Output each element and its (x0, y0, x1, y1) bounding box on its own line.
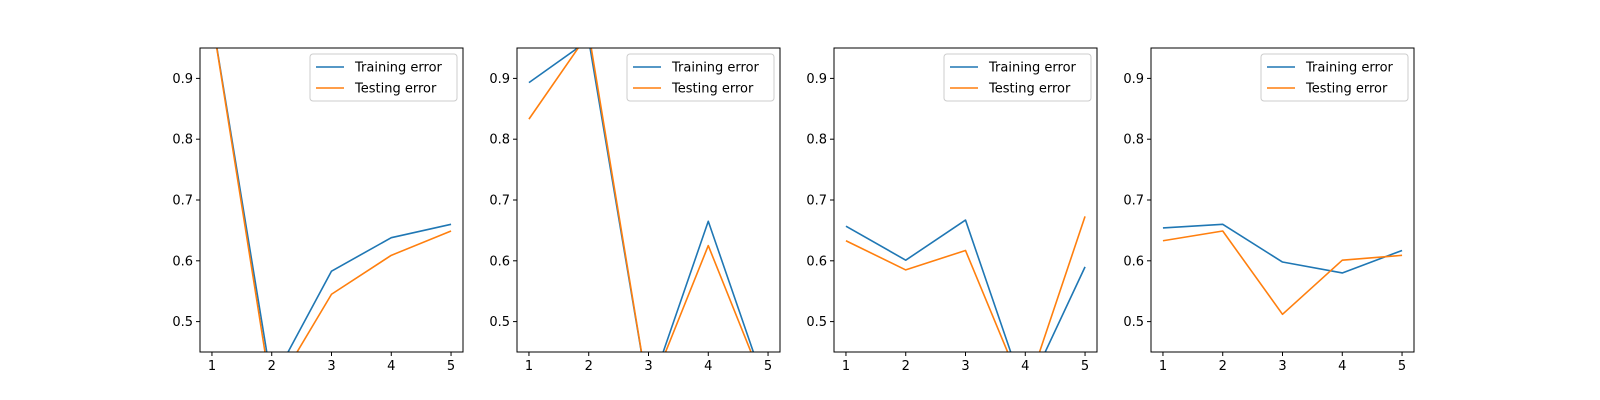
y-tick-label: 0.7 (489, 194, 510, 209)
y-tick-label: 0.8 (172, 133, 193, 148)
series-group (215, 48, 452, 352)
y-tick-label: 0.9 (172, 72, 193, 87)
y-tick-label: 0.9 (1123, 72, 1144, 87)
y-tick-label: 0.6 (806, 254, 827, 269)
x-tick-label: 2 (585, 359, 593, 374)
series-group (528, 48, 755, 352)
subplot-2: 1 2 3 4 5 0.5 0.6 0.7 0.8 0.9 Training error Testin… (489, 47, 781, 374)
legend: Training error Testing error (943, 53, 1092, 102)
x-tick-label: 2 (902, 359, 910, 374)
y-tick-label: 0.7 (1123, 194, 1144, 209)
legend-box (1260, 53, 1409, 102)
legend-box (309, 53, 458, 102)
y-tick-label: 0.6 (1123, 254, 1144, 269)
legend-label-training-error: Training error (1305, 61, 1394, 76)
x-tick-label: 1 (1159, 359, 1167, 374)
x-tick-label: 4 (704, 359, 712, 374)
y-tick-label: 0.9 (806, 72, 827, 87)
series-line-training-error (845, 219, 1086, 352)
x-tick-label: 5 (764, 359, 772, 374)
x-tick-label: 4 (1338, 359, 1346, 374)
legend: Training error Testing error (626, 53, 775, 102)
x-tick-label: 4 (1021, 359, 1029, 374)
series-group (845, 216, 1086, 352)
y-tick-label: 0.5 (806, 315, 827, 330)
y-tick-label: 0.8 (806, 133, 827, 148)
legend-label-testing-error: Testing error (988, 82, 1071, 97)
y-tick-label: 0.8 (489, 133, 510, 148)
series-line-testing-error (528, 48, 752, 352)
x-tick-label: 5 (1081, 359, 1089, 374)
legend-label-testing-error: Testing error (1305, 82, 1388, 97)
x-tick-label: 2 (268, 359, 276, 374)
y-tick-label: 0.6 (172, 254, 193, 269)
x-tick-label: 1 (208, 359, 216, 374)
y-tick-label: 0.5 (489, 315, 510, 330)
y-tick-label: 0.6 (489, 254, 510, 269)
subplot-1: 1 2 3 4 5 0.5 0.6 0.7 0.8 0.9 Training error Testin… (172, 47, 464, 374)
legend: Training error Testing error (1260, 53, 1409, 102)
x-tick-label: 3 (644, 359, 652, 374)
x-tick-label: 5 (1398, 359, 1406, 374)
series-line-testing-error (1162, 230, 1403, 316)
y-tick-label: 0.9 (489, 72, 510, 87)
x-tick-label: 1 (842, 359, 850, 374)
legend: Training error Testing error (309, 53, 458, 102)
series-line-training-error (216, 48, 452, 352)
x-tick-label: 4 (387, 359, 395, 374)
subplot-grid: 1 2 3 4 5 0.5 0.6 0.7 0.8 0.9 Training error Testin… (172, 47, 1415, 374)
subplot-4: 1 2 3 4 5 0.5 0.6 0.7 0.8 0.9 Training error Testin… (1123, 47, 1415, 374)
x-tick-label: 1 (525, 359, 533, 374)
legend-label-training-error: Training error (354, 61, 443, 76)
series-line-training-error (1162, 223, 1403, 274)
subplot-3: 1 2 3 4 5 0.5 0.6 0.7 0.8 0.9 Training error Testin… (806, 47, 1098, 374)
y-tick-label: 0.5 (172, 315, 193, 330)
series-line-testing-error (845, 216, 1086, 352)
x-tick-label: 3 (961, 359, 969, 374)
y-tick-label: 0.8 (1123, 133, 1144, 148)
legend-box (943, 53, 1092, 102)
y-tick-label: 0.7 (806, 194, 827, 209)
y-tick-label: 0.5 (1123, 315, 1144, 330)
legend-label-training-error: Training error (671, 61, 760, 76)
x-tick-label: 3 (1278, 359, 1286, 374)
x-tick-label: 2 (1219, 359, 1227, 374)
series-group (1162, 223, 1403, 316)
legend-label-training-error: Training error (988, 61, 1077, 76)
x-tick-label: 3 (327, 359, 335, 374)
x-tick-label: 5 (447, 359, 455, 374)
series-line-training-error (528, 48, 755, 352)
legend-label-testing-error: Testing error (671, 82, 754, 97)
legend-box (626, 53, 775, 102)
y-tick-label: 0.7 (172, 194, 193, 209)
legend-label-testing-error: Testing error (354, 82, 437, 97)
series-line-testing-error (215, 48, 452, 352)
